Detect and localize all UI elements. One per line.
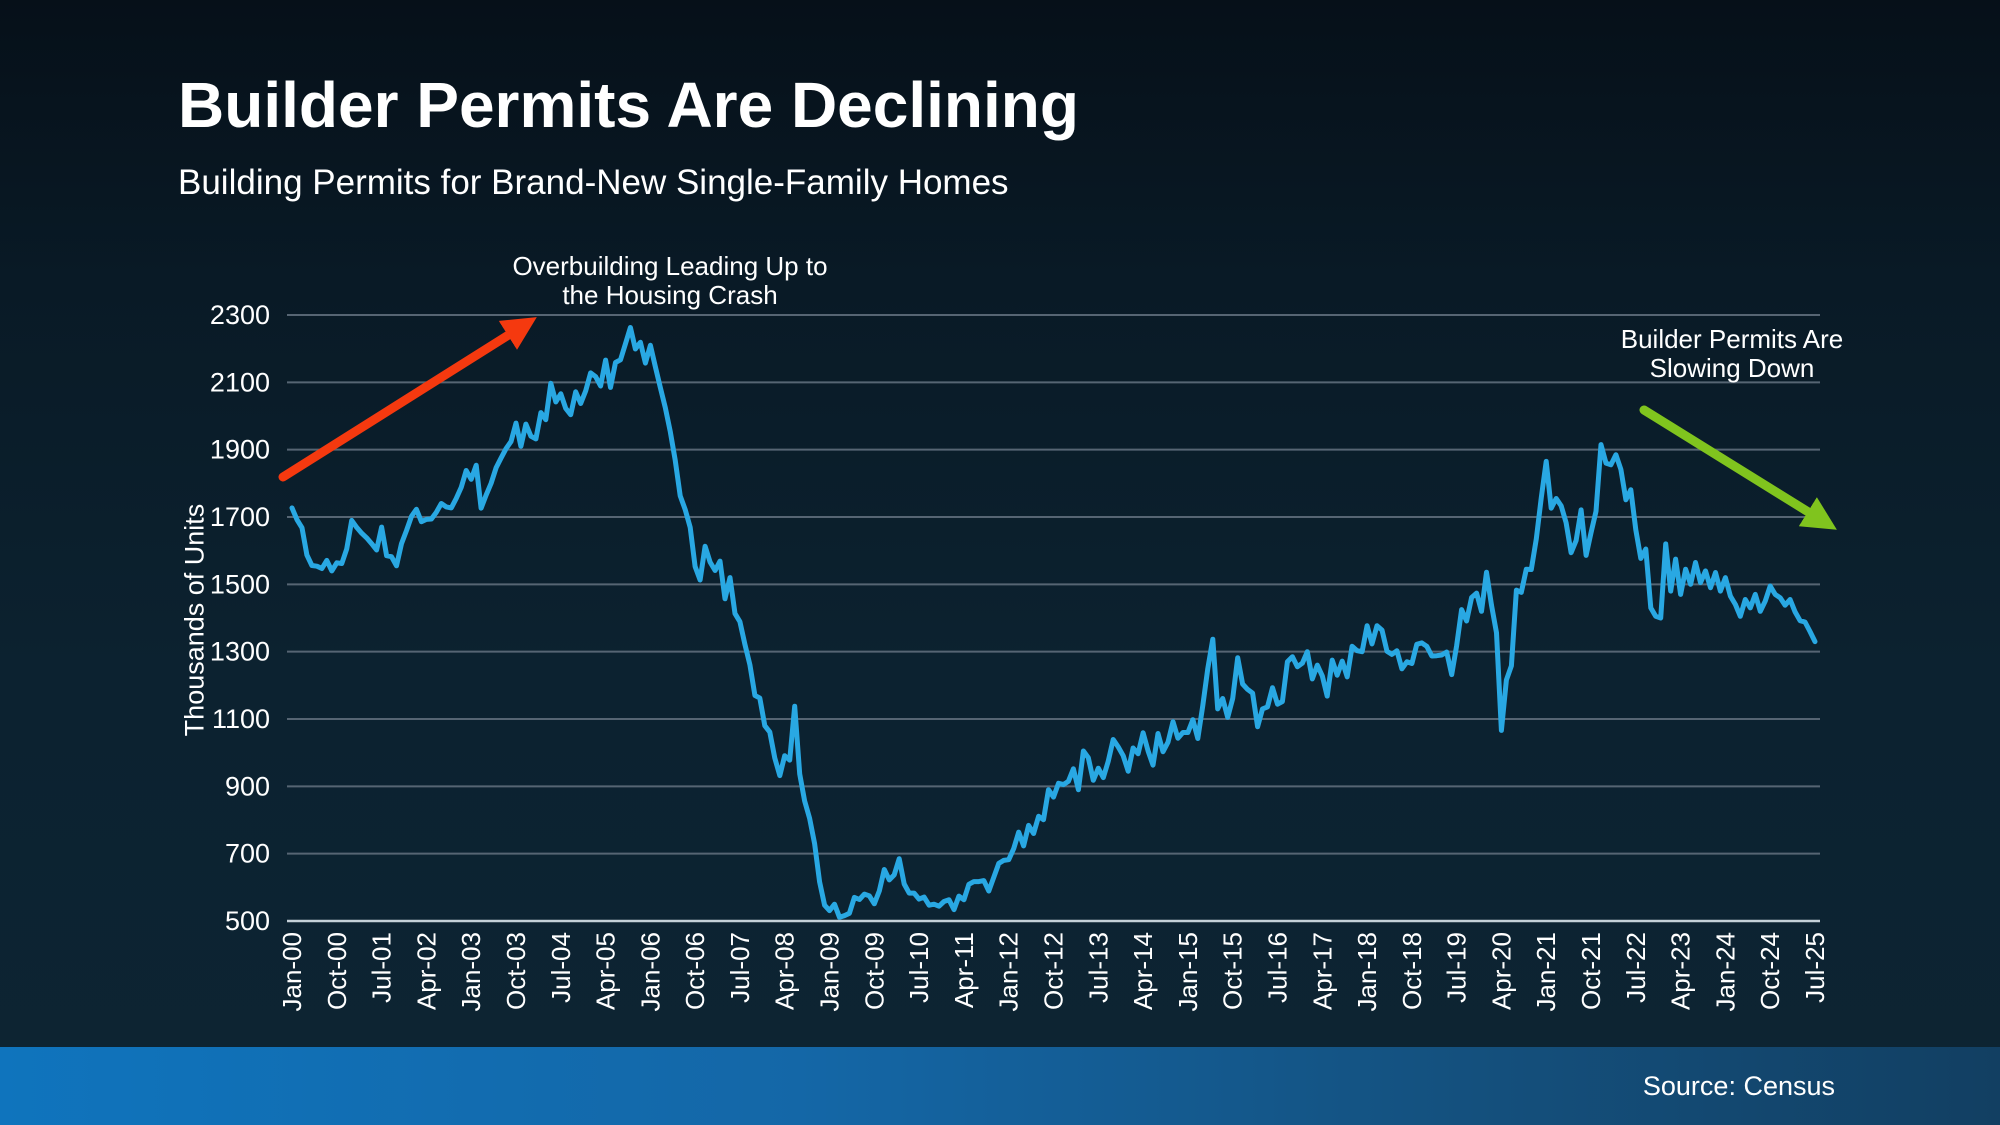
x-tick-label: Jul-04 bbox=[546, 932, 576, 1003]
x-tick-label: Oct-12 bbox=[1039, 932, 1069, 1010]
permits-line-chart: 500 700 900 1100 1300 1500 1700 1900 2100 2300 Jan… bbox=[210, 300, 1837, 1012]
annotation-overbuilding: Overbuilding Leading Up to the Housing C… bbox=[370, 252, 970, 310]
x-tick-label: Apr-17 bbox=[1307, 932, 1337, 1010]
x-tick-label: Jan-09 bbox=[815, 932, 845, 1012]
x-tick-label: Jul-25 bbox=[1800, 932, 1830, 1003]
x-tick-label: Oct-18 bbox=[1397, 932, 1427, 1010]
x-tick-label: Apr-20 bbox=[1486, 932, 1516, 1010]
y-tick-label: 1700 bbox=[210, 502, 270, 532]
green-down-arrow bbox=[1639, 405, 1837, 530]
x-tick-label: Oct-21 bbox=[1576, 932, 1606, 1010]
x-tick-label: Jan-18 bbox=[1352, 932, 1382, 1012]
x-tick-label: Apr-14 bbox=[1128, 932, 1158, 1010]
x-tick-label: Oct-00 bbox=[322, 932, 352, 1010]
annotation-slowing: Builder Permits Are Slowing Down bbox=[1482, 325, 1982, 383]
x-tick-label: Oct-09 bbox=[859, 932, 889, 1010]
x-tick-label: Oct-24 bbox=[1755, 932, 1785, 1010]
series-layer bbox=[289, 325, 1818, 920]
x-tick-label: Oct-06 bbox=[680, 932, 710, 1010]
x-tick-label: Jan-06 bbox=[635, 932, 665, 1012]
y-tick-label: 2300 bbox=[210, 300, 270, 330]
x-tick-label: Apr-23 bbox=[1666, 932, 1696, 1010]
x-tick-label: Jul-10 bbox=[904, 932, 934, 1003]
y-tick-label: 1900 bbox=[210, 435, 270, 465]
y-tick-label: 700 bbox=[225, 839, 270, 869]
permits-line bbox=[289, 325, 1818, 920]
page-subtitle: Building Permits for Brand-New Single-Fa… bbox=[178, 163, 1009, 202]
source-credit: Source: Census bbox=[1642, 1071, 1835, 1101]
x-tick-label: Jul-16 bbox=[1262, 932, 1292, 1003]
x-tick-label: Jul-07 bbox=[725, 932, 755, 1003]
annotation-overbuilding-line1: Overbuilding Leading Up to bbox=[512, 251, 828, 281]
y-tick-label: 500 bbox=[225, 906, 270, 936]
gridlines-layer bbox=[287, 314, 1820, 923]
x-tick-label: Jan-15 bbox=[1173, 932, 1203, 1012]
x-tick-label: Apr-02 bbox=[411, 932, 441, 1010]
x-tick-label: Apr-11 bbox=[949, 932, 979, 1008]
annotation-slowing-line2: Slowing Down bbox=[1649, 353, 1815, 383]
tick-labels-layer: 500 700 900 1100 1300 1500 1700 1900 2100 2300 Jan… bbox=[210, 300, 1830, 1012]
annotation-overbuilding-line2: the Housing Crash bbox=[562, 280, 778, 310]
x-tick-label: Jan-12 bbox=[994, 932, 1024, 1012]
x-tick-label: Jul-22 bbox=[1621, 932, 1651, 1003]
x-tick-label: Jan-21 bbox=[1531, 932, 1561, 1012]
x-tick-label: Jan-24 bbox=[1710, 932, 1740, 1012]
y-tick-label: 1100 bbox=[212, 704, 270, 734]
y-tick-label: 2100 bbox=[210, 367, 270, 397]
red-up-arrow bbox=[278, 317, 537, 482]
footer-bar: Source: Census bbox=[0, 1047, 2000, 1125]
annotation-slowing-line1: Builder Permits Are bbox=[1620, 324, 1844, 354]
x-tick-label: Apr-05 bbox=[591, 932, 621, 1010]
x-tick-label: Jan-00 bbox=[277, 932, 307, 1012]
x-tick-label: Oct-15 bbox=[1218, 932, 1248, 1010]
x-tick-label: Oct-03 bbox=[501, 932, 531, 1010]
x-tick-label: Jul-01 bbox=[367, 932, 397, 1003]
x-tick-label: Jul-19 bbox=[1442, 932, 1472, 1003]
page-title: Builder Permits Are Declining bbox=[178, 69, 1079, 141]
x-tick-label: Apr-08 bbox=[770, 932, 800, 1010]
x-tick-label: Jul-13 bbox=[1083, 932, 1113, 1003]
x-tick-label: Jan-03 bbox=[456, 932, 486, 1012]
y-tick-label: 1300 bbox=[210, 637, 270, 667]
y-tick-label: 900 bbox=[225, 771, 270, 801]
y-tick-label: 1500 bbox=[210, 569, 270, 599]
